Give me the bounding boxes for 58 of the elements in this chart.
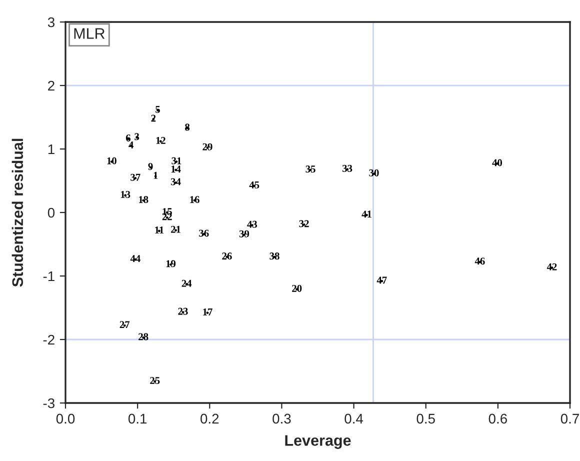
annotation: 20 — [292, 284, 302, 292]
x-tick-label: 0.0 — [56, 414, 75, 424]
annotation: 46 — [474, 258, 485, 265]
annotation: 23 — [178, 308, 188, 315]
annotation: 12 — [156, 136, 166, 144]
x-tick-label: 0.7 — [560, 414, 579, 424]
x-tick-label: 0.4 — [344, 414, 364, 424]
annotation: 24 — [182, 280, 192, 287]
annotation: 11 — [155, 226, 164, 234]
annotation: 33 — [342, 164, 352, 172]
annotation: 41 — [362, 210, 372, 218]
annotation: 18 — [138, 196, 148, 204]
annotation: 31 — [172, 157, 182, 164]
y-tick-label: 1 — [48, 144, 54, 154]
x-tick-label: 0.5 — [416, 414, 435, 424]
annotation: 30 — [369, 169, 379, 176]
x-tick-label: 0.3 — [272, 414, 291, 424]
annotation: 28 — [138, 333, 148, 340]
y-axis-title: Studentized residual — [12, 138, 24, 287]
annotation: 6 — [126, 134, 130, 142]
annotation: 5 — [156, 106, 160, 113]
annotation: 43 — [247, 220, 258, 228]
annotation: 35 — [306, 166, 316, 173]
annotation: 39 — [239, 230, 250, 238]
annotation: 21 — [171, 226, 180, 233]
y-tick-label: -1 — [43, 271, 54, 282]
x-tick-label: 0.6 — [488, 414, 507, 424]
y-tick-label: 0 — [48, 208, 55, 218]
x-tick-label: 0.1 — [128, 414, 147, 424]
annotation: MLR — [74, 28, 105, 39]
y-tick-label: -3 — [43, 398, 54, 408]
annotation: 27 — [120, 321, 130, 328]
annotation: 44 — [130, 255, 140, 262]
annotation: 8 — [185, 124, 190, 131]
annotation: 32 — [299, 220, 309, 228]
annotation: 14 — [171, 166, 181, 172]
y-tick-label: 3 — [48, 17, 54, 28]
annotation: 17 — [203, 308, 212, 316]
annotation: 36 — [199, 230, 209, 237]
annotation: 13 — [120, 190, 130, 198]
x-tick-label: 0.2 — [200, 414, 219, 424]
annotation: 38 — [270, 252, 280, 260]
y-tick-label: 2 — [48, 80, 54, 91]
annotation: 40 — [492, 159, 502, 166]
annotation: 26 — [222, 252, 232, 260]
annotation: 37 — [130, 174, 140, 181]
annotation: 3 — [134, 133, 140, 140]
annotation: 29 — [202, 143, 212, 150]
annotation: 10 — [107, 157, 116, 164]
y-tick-label: -2 — [43, 334, 54, 345]
annotation: 47 — [376, 276, 387, 284]
annotation: 25 — [150, 377, 160, 384]
annotation: 16 — [190, 196, 200, 204]
annotation: 42 — [546, 263, 557, 270]
annotation: 34 — [170, 178, 181, 186]
annotation: 19 — [166, 260, 176, 268]
x-axis-title: Leverage — [285, 435, 351, 449]
annotation: 45 — [249, 181, 260, 188]
